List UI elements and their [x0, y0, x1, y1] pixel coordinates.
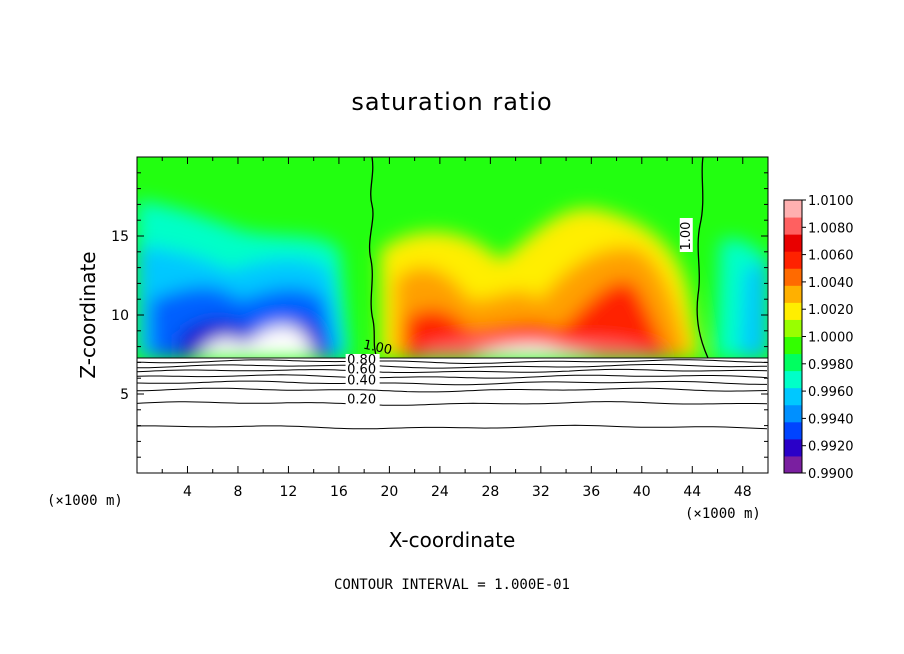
contour-1-00-right [696, 156, 709, 359]
colorbar-swatch [784, 421, 802, 440]
colorbar-swatch [784, 302, 802, 320]
colorbar-label: 1.0060 [808, 249, 854, 264]
colorbar-label: 1.0040 [808, 276, 854, 291]
y-axis-label: Z-coordinate [76, 251, 100, 378]
contour-line [136, 424, 768, 430]
contour-line [136, 401, 768, 406]
contour-line [137, 364, 768, 369]
y-tick-label: 10 [111, 308, 129, 324]
contour-line [136, 380, 767, 386]
y-axis-ticks: 5 10 15 [111, 172, 768, 458]
x-tick-label: 24 [431, 484, 449, 500]
colorbar-swatch [784, 387, 802, 406]
colorbar-swatch [784, 404, 802, 423]
colorbar-label: 1.0020 [808, 303, 854, 318]
colorbar-swatch [784, 268, 802, 286]
colorbar-label: 0.9980 [808, 358, 854, 373]
x-tick-label: 44 [683, 484, 701, 500]
colorbar-swatch [784, 353, 802, 372]
colorbar-swatch [784, 200, 802, 218]
x-tick-label: 20 [380, 484, 398, 500]
chart-title: saturation ratio [351, 88, 553, 116]
contour-label: 0.40 [347, 374, 376, 389]
x-tick-label: 8 [233, 484, 242, 500]
x-tick-label: 4 [183, 484, 192, 500]
contour-interval-note: CONTOUR INTERVAL = 1.000E-01 [333, 577, 570, 593]
x-axis-ticks: 4 8 12 16 20 24 28 32 36 40 44 48 [161, 157, 752, 500]
lower-contour-lines [136, 357, 768, 430]
x-tick-label: 28 [481, 484, 499, 500]
colorbar-label: 0.9940 [808, 412, 854, 427]
contour-labels: 1.001.000.800.600.400.20 [345, 218, 694, 407]
x-unit-label: (×1000 m) [685, 506, 761, 522]
contour-label-bg [345, 363, 380, 377]
x-tick-label: 12 [280, 484, 298, 500]
colorbar-label: 0.9960 [808, 385, 854, 400]
x-tick-label: 40 [633, 484, 651, 500]
colorbar-swatch [784, 438, 802, 457]
x-tick-label: 32 [532, 484, 550, 500]
colorbar-swatch [784, 370, 802, 389]
contour-label: 1.00 [679, 222, 694, 251]
colorbar-label: 1.0100 [808, 194, 854, 209]
y-tick-label: 5 [120, 387, 129, 403]
colorbar-swatch [784, 285, 802, 303]
contour-label: 0.60 [347, 362, 376, 377]
colorbar-swatch [784, 217, 802, 235]
colorbar-swatch [784, 319, 802, 337]
colorbar-label: 0.9900 [808, 467, 854, 482]
contour-label-bg [345, 374, 380, 388]
contour-label: 0.20 [347, 392, 376, 407]
contour-line [136, 368, 768, 373]
y-unit-label: (×1000 m) [47, 493, 123, 509]
contour-1-00-left [368, 156, 378, 359]
red-region [405, 281, 670, 358]
white-patch-left [195, 325, 315, 358]
colorbar-swatch [784, 251, 802, 269]
colorbar-label: 1.0000 [808, 331, 854, 346]
colorbar-label: 0.9920 [808, 440, 854, 455]
x-tick-label: 48 [734, 484, 752, 500]
colorbar-swatch [784, 336, 802, 355]
contour-label: 1.00 [362, 338, 393, 359]
saturation-field [137, 157, 768, 358]
contour-label-bg [345, 393, 380, 407]
colorbar-label: 1.0080 [808, 221, 854, 236]
white-patch-mid [470, 344, 600, 358]
contour-line [136, 359, 768, 364]
colorbar-swatch [784, 234, 802, 252]
x-axis-label: X-coordinate [389, 528, 516, 552]
colorbar-swatch [784, 455, 802, 474]
contour-line [136, 374, 768, 379]
x-tick-label: 16 [330, 484, 348, 500]
contour-label-bg [679, 218, 693, 252]
x-tick-label: 36 [582, 484, 600, 500]
colorbar: 1.0100 1.0080 1.0060 1.0040 1.0020 1.0000 0.99… [783, 194, 854, 482]
y-tick-label: 15 [111, 229, 129, 245]
contour-line [136, 387, 768, 393]
right-lightblue-region [740, 260, 768, 358]
